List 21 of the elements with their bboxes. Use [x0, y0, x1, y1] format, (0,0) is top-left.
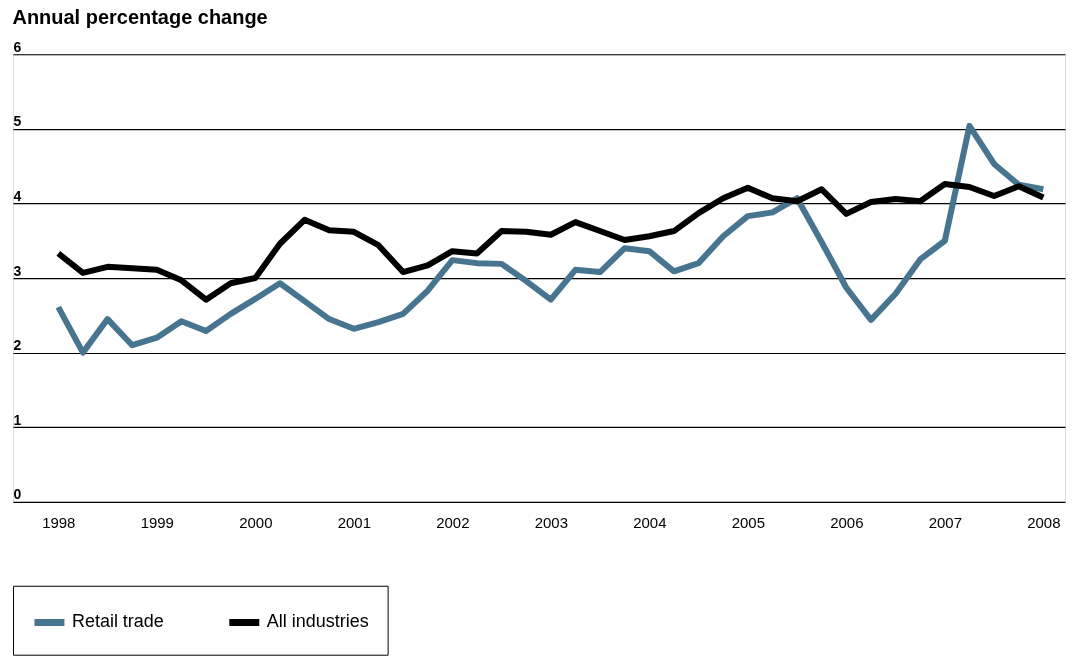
x-tick-label: 2005: [731, 514, 765, 532]
x-tick-label: 1998: [42, 514, 76, 532]
x-tick-label: 2000: [239, 514, 273, 532]
x-tick-label: 2006: [830, 514, 864, 532]
chart-title: Annual percentage change: [12, 6, 268, 29]
x-tick-label: 2004: [633, 514, 667, 532]
x-tick-label: 1999: [140, 514, 174, 532]
y-tick-label: 2: [13, 337, 22, 354]
x-tick-label: 2001: [337, 514, 371, 532]
x-tick-label: 2002: [436, 514, 470, 532]
y-tick-label: 6: [13, 38, 22, 55]
y-tick-label: 1: [13, 411, 22, 428]
x-tick-label: 2003: [534, 514, 568, 532]
y-tick-label: 4: [13, 187, 22, 204]
legend-label: All industries: [266, 611, 369, 632]
y-tick-label: 3: [13, 262, 22, 279]
x-tick-label: 2007: [928, 514, 962, 532]
y-tick-label: 0: [13, 486, 22, 503]
x-tick-label: 2008: [1027, 514, 1061, 532]
y-tick-label: 5: [13, 113, 22, 130]
legend-label: Retail trade: [71, 611, 164, 632]
